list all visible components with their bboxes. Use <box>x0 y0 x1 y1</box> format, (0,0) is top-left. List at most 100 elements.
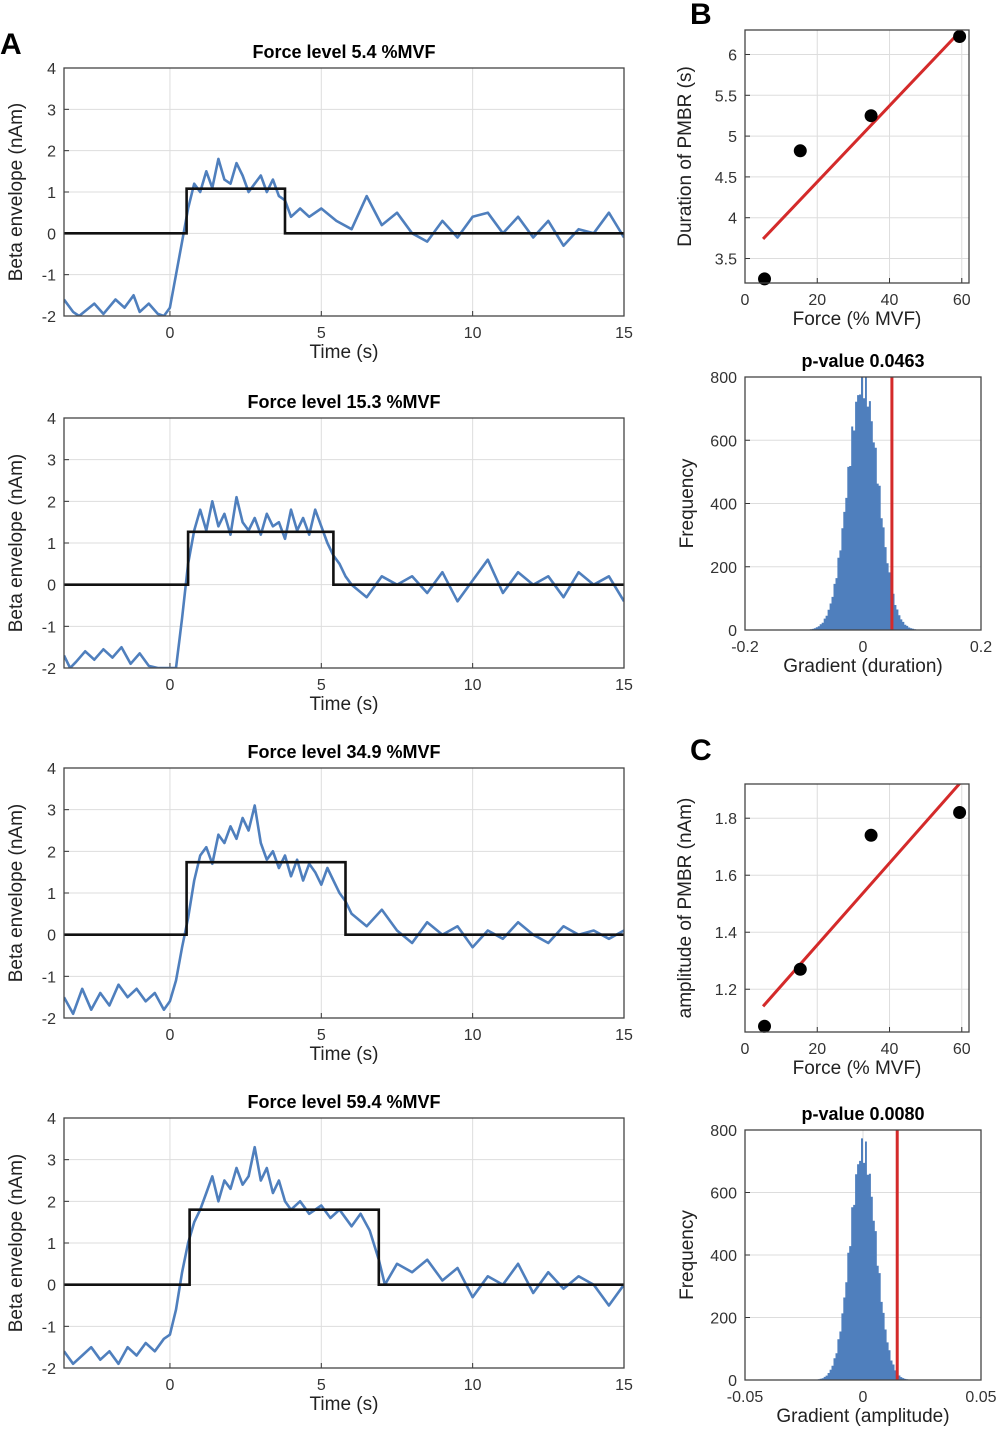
y-tick-label: -1 <box>42 969 56 986</box>
x-tick-label: 15 <box>615 1027 633 1044</box>
x-axis-label: Time (s) <box>310 342 379 363</box>
plot-force-15-3: 0 5 10 15 -2 -1 0 1 2 3 4 Force level 15.3 %MVF Time… <box>6 392 633 715</box>
y-tick-label: 1.4 <box>715 925 737 942</box>
y-tick-label: 600 <box>710 1186 737 1203</box>
y-axis-label: Beta envelope (nAm) <box>6 804 27 983</box>
plot-force-5-4: 0 5 10 15 -2 -1 0 1 2 3 4 Force level 5.4 %MVF Time … <box>6 42 633 363</box>
y-axis-label: Frequency <box>677 458 698 548</box>
y-tick-label: 3.5 <box>715 252 737 269</box>
y-tick-label: 6 <box>728 47 737 64</box>
y-tick-label: 1 <box>47 886 56 903</box>
x-tick-label: 5 <box>317 325 326 342</box>
y-tick-label: 0 <box>728 1373 737 1390</box>
y-tick-label: 1 <box>47 1236 56 1253</box>
y-tick-label: 2 <box>47 844 56 861</box>
scatter-amplitude-vs-force: 0 20 40 60 1.2 1.4 1.6 1.8 Force (% MVF) amplitud… <box>675 783 971 1079</box>
y-tick-label: -1 <box>42 1319 56 1336</box>
y-tick-label: -2 <box>42 309 56 326</box>
x-tick-label: 20 <box>808 292 826 309</box>
plot-force-34-9: 0 5 10 15 -2 -1 0 1 2 3 4 Force level 34.9 %MVF Time… <box>6 742 633 1065</box>
x-tick-label: 15 <box>615 325 633 342</box>
y-tick-label: 2 <box>47 1194 56 1211</box>
y-tick-label: 4 <box>728 211 737 228</box>
y-axis-label: Beta envelope (nAm) <box>6 103 27 282</box>
x-tick-label: 5 <box>317 1027 326 1044</box>
y-tick-label: 0 <box>728 623 737 640</box>
x-tick-label: 15 <box>615 677 633 694</box>
y-tick-label: 0 <box>47 578 56 595</box>
step-fit-line <box>64 530 624 587</box>
axes-frame <box>744 376 982 631</box>
x-tick-label: 0 <box>165 325 174 342</box>
plot-force-59-4: 0 5 10 15 -2 -1 0 1 2 3 4 Force level 59.4 %MVF Time… <box>6 1092 633 1415</box>
y-tick-label: 0 <box>47 1278 56 1295</box>
y-axis-label: Frequency <box>677 1210 698 1300</box>
plot-area <box>745 784 969 1032</box>
panel-label-b: B <box>690 0 712 31</box>
y-tick-label: 3 <box>47 102 56 119</box>
x-tick-label: 10 <box>464 677 482 694</box>
axes-frame <box>63 767 625 1019</box>
y-axis-label: amplitude of PMBR (nAm) <box>675 798 696 1019</box>
x-tick-label: 0 <box>165 677 174 694</box>
y-tick-label: 1.2 <box>715 982 737 999</box>
y-tick-label: 4 <box>47 411 56 428</box>
y-tick-label: 600 <box>710 433 737 450</box>
y-tick-label: 200 <box>710 560 737 577</box>
plot-title: Force level 59.4 %MVF <box>247 1092 440 1112</box>
y-tick-label: 3 <box>47 803 56 820</box>
y-tick-label: 800 <box>710 370 737 387</box>
y-tick-label: 1.8 <box>715 811 737 828</box>
step-fit-line <box>64 1208 624 1286</box>
x-tick-label: 10 <box>464 1027 482 1044</box>
panel-label-a: A <box>0 28 22 61</box>
data-point <box>953 806 967 820</box>
beta-envelope-trace <box>64 157 624 316</box>
data-point <box>864 828 878 842</box>
x-axis-label: Time (s) <box>310 1394 379 1415</box>
x-tick-label: 40 <box>881 292 899 309</box>
y-axis-label: Beta envelope (nAm) <box>6 454 27 633</box>
axes-frame <box>744 783 970 1033</box>
y-tick-label: 5 <box>728 129 737 146</box>
y-tick-label: -2 <box>42 1011 56 1028</box>
axes-frame <box>63 417 625 669</box>
x-tick-label: -0.2 <box>731 639 759 656</box>
y-tick-label: 4.5 <box>715 170 737 187</box>
axes-frame <box>63 1117 625 1369</box>
scatter-duration-vs-force: 0 20 40 60 3.5 4 4.5 5 5.5 6 Force (% MVF) Duration… <box>675 29 971 330</box>
y-tick-label: 4 <box>47 761 56 778</box>
regression-line <box>761 30 964 240</box>
y-tick-label: 2 <box>47 494 56 511</box>
y-tick-label: 4 <box>47 1111 56 1128</box>
x-tick-label: 40 <box>881 1041 899 1058</box>
y-tick-label: 0 <box>47 928 56 945</box>
y-tick-label: -1 <box>42 619 56 636</box>
plot-title: p-value 0.0463 <box>801 351 924 371</box>
x-tick-label: 60 <box>953 1041 971 1058</box>
plot-title: Force level 34.9 %MVF <box>247 742 440 762</box>
y-tick-label: 5.5 <box>715 88 737 105</box>
x-tick-label: 15 <box>615 1377 633 1394</box>
x-axis-label: Force (% MVF) <box>793 309 922 330</box>
data-point <box>758 1019 772 1033</box>
y-axis-label: Beta envelope (nAm) <box>6 1154 27 1333</box>
y-tick-label: 1 <box>47 185 56 202</box>
x-tick-label: 10 <box>464 1377 482 1394</box>
x-tick-label: 5 <box>317 1377 326 1394</box>
x-tick-label: 10 <box>464 325 482 342</box>
x-axis-label: Time (s) <box>310 694 379 715</box>
data-point <box>864 109 878 123</box>
y-tick-label: 200 <box>710 1311 737 1328</box>
y-tick-label: 400 <box>710 497 737 514</box>
y-tick-label: 1 <box>47 536 56 553</box>
x-tick-label: 60 <box>953 292 971 309</box>
beta-envelope-trace <box>64 1145 624 1366</box>
data-point <box>953 30 967 44</box>
histogram-bars <box>813 1138 913 1380</box>
x-axis-label: Time (s) <box>310 1044 379 1065</box>
y-tick-label: 1.6 <box>715 868 737 885</box>
data-point <box>793 962 807 976</box>
